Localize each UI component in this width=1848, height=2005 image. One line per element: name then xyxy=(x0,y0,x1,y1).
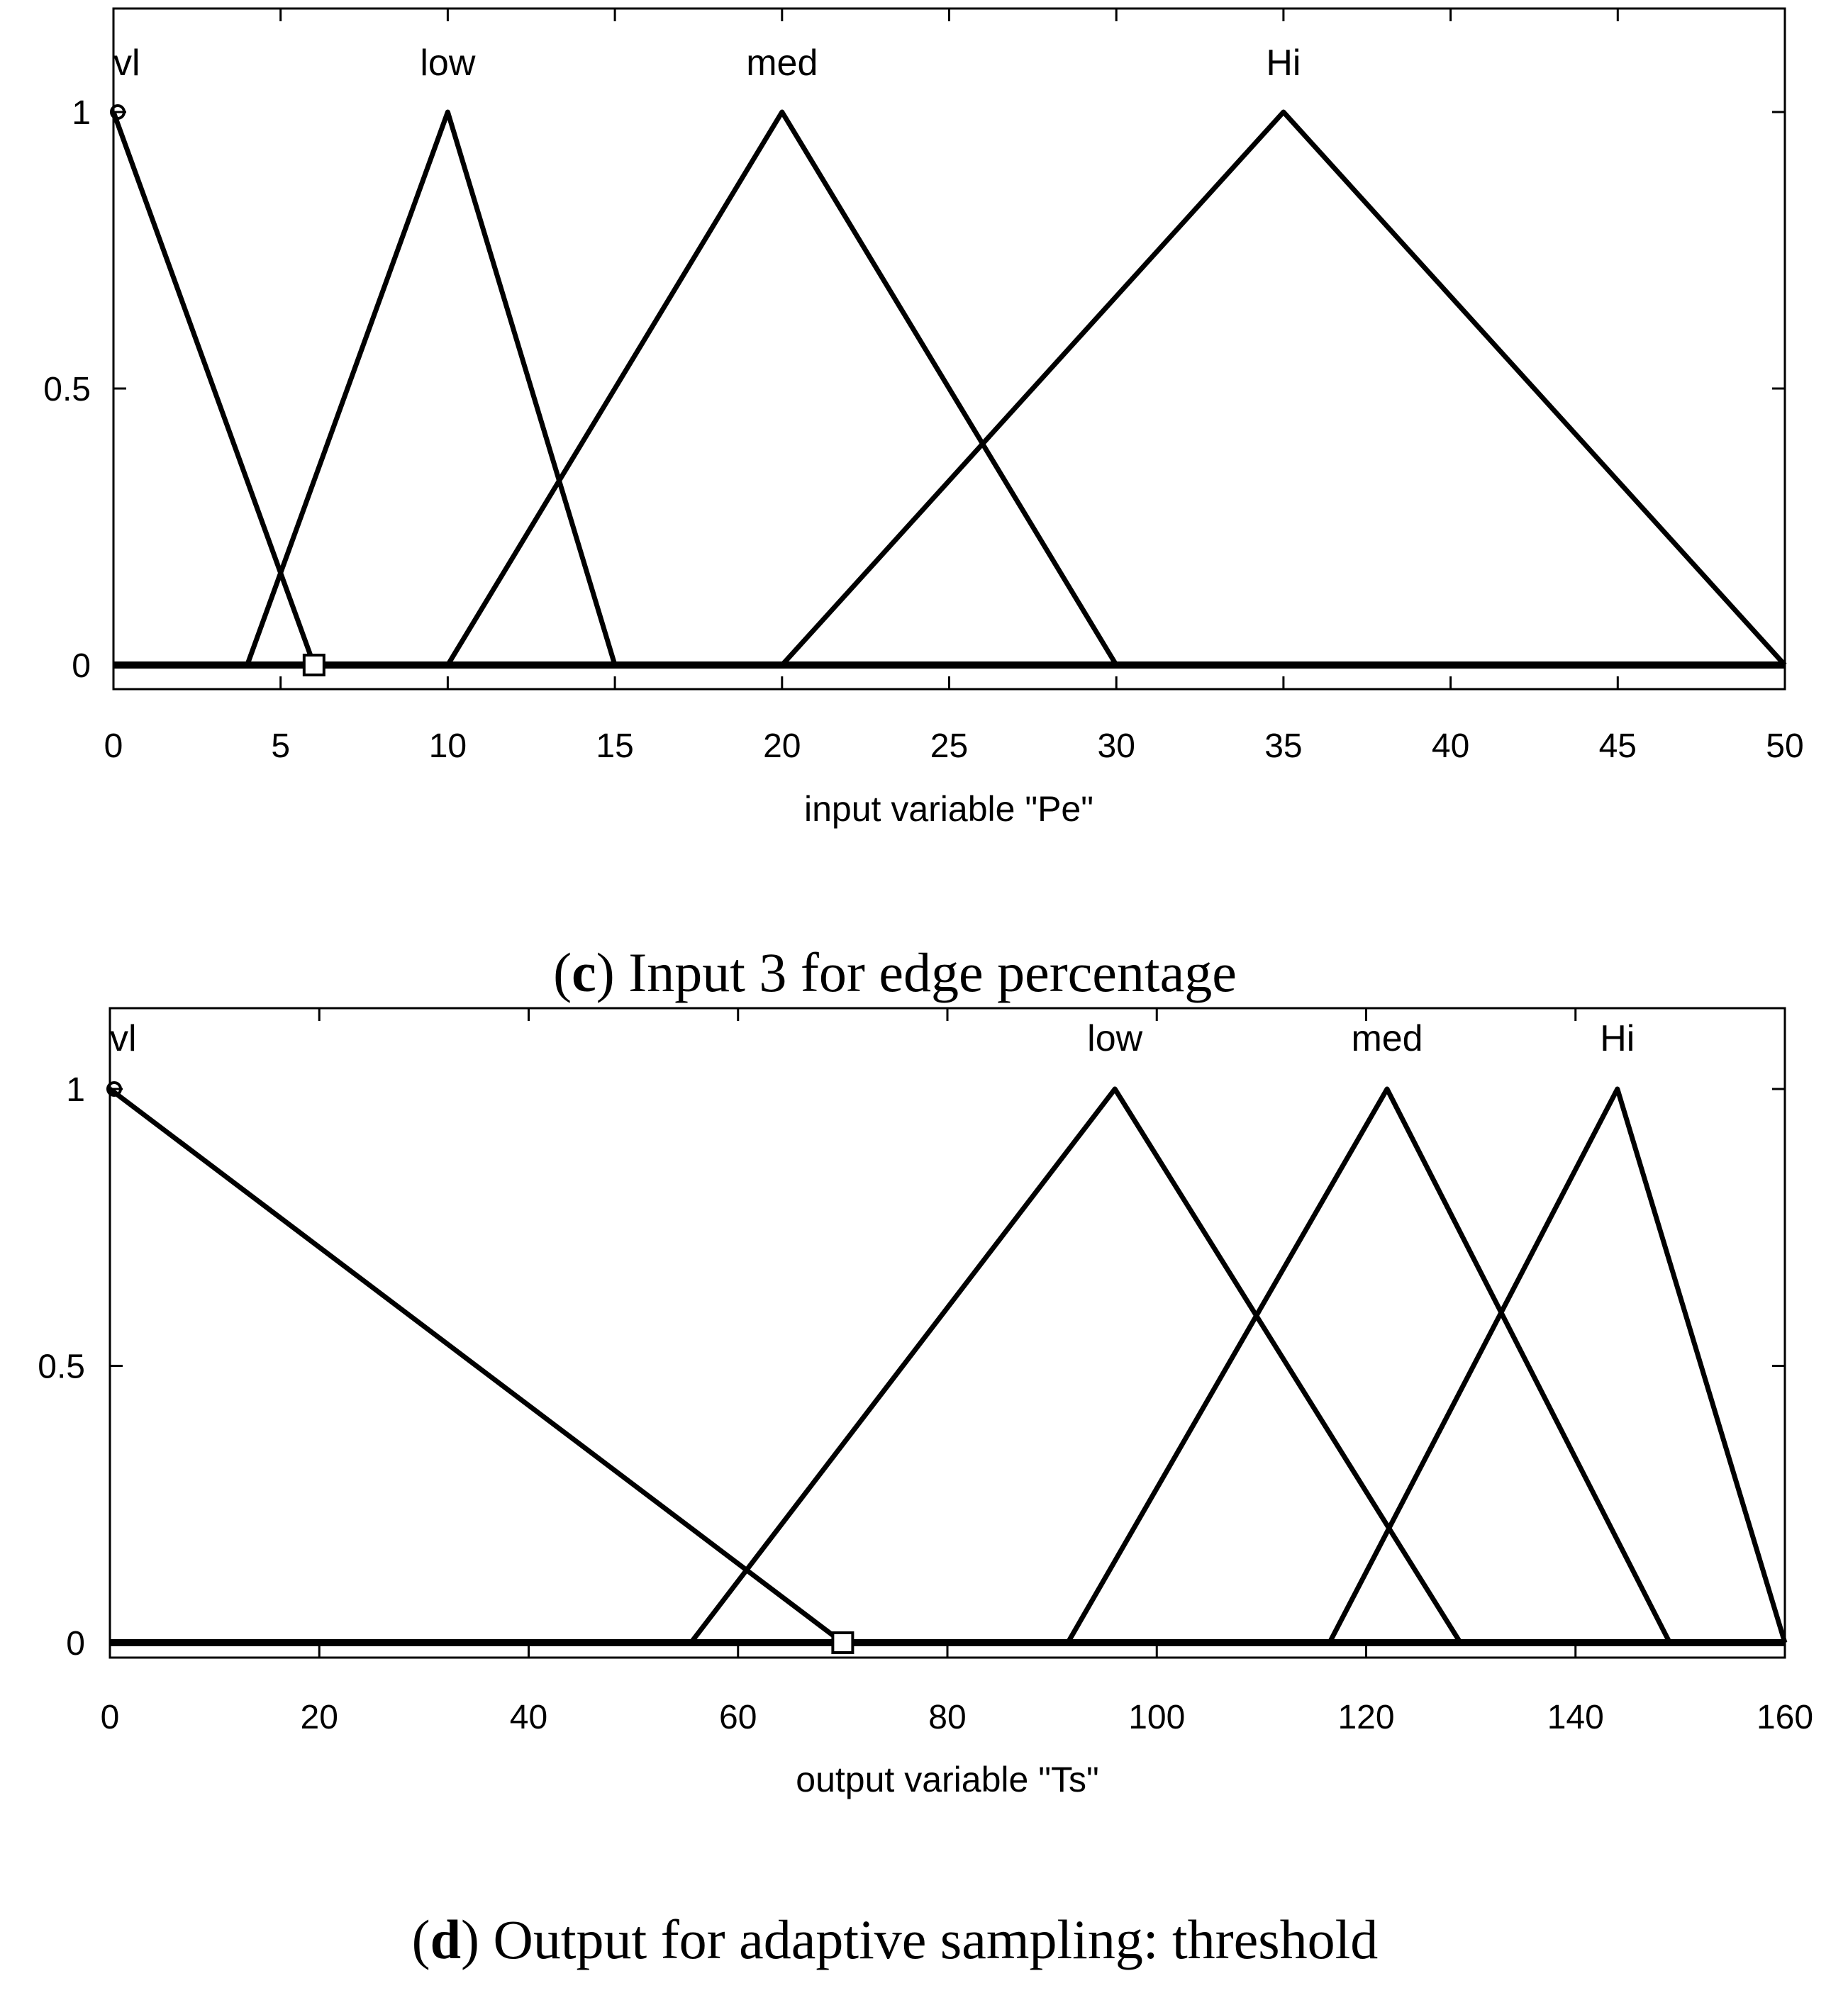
series-group xyxy=(106,1081,1788,1654)
y-tick-label: 0.5 xyxy=(43,371,91,408)
axis-ticks: 0 20 40 60 80 100 120 140 160 0 0.5 1 xyxy=(38,1008,1813,1736)
caption-d-text: Output for adaptive sampling: threshold xyxy=(479,1909,1378,1970)
x-tick-label: 15 xyxy=(596,727,633,765)
x-tick-label: 100 xyxy=(1128,1699,1185,1736)
x-tick-label: 40 xyxy=(1432,727,1469,765)
series-group xyxy=(110,104,1787,676)
mf-line-med xyxy=(1065,1086,1672,1644)
peak-marker xyxy=(106,1081,122,1097)
chart-d: 0 20 40 60 80 100 120 140 160 0 0.5 1 vl low med Hi ou… xyxy=(38,1007,1813,1970)
caption-d-open: ( xyxy=(412,1909,430,1970)
caption-c-letter: c xyxy=(572,942,596,1003)
x-tick-label: 25 xyxy=(930,727,968,765)
mf-label-low: low xyxy=(420,43,475,84)
caption-d-close: ) xyxy=(461,1909,479,1970)
peak-marker xyxy=(110,104,126,120)
x-tick-label: 35 xyxy=(1264,727,1302,765)
x-tick-label: 0 xyxy=(104,727,123,765)
mf-line-hi xyxy=(780,109,1787,667)
mf-labels: vl low med Hi xyxy=(113,43,1301,84)
caption-d: (d) Output for adaptive sampling: thresh… xyxy=(412,1909,1379,1970)
caption-c-close: ) xyxy=(596,942,615,1003)
x-tick-label: 45 xyxy=(1599,727,1637,765)
x-axis-title: output variable "Ts" xyxy=(796,1760,1098,1799)
caption-c-text: Input 3 for edge percentage xyxy=(615,942,1237,1003)
caption-c: (c) Input 3 for edge percentage xyxy=(553,942,1237,1003)
mf-label-hi: Hi xyxy=(1600,1018,1635,1059)
x-tick-label: 40 xyxy=(510,1699,547,1736)
caption-d-letter: d xyxy=(430,1909,461,1970)
x-tick-label: 50 xyxy=(1766,727,1803,765)
x-axis-title: input variable "Pe" xyxy=(804,789,1093,829)
y-tick-label: 1 xyxy=(66,1071,85,1109)
mf-line-low xyxy=(245,109,618,666)
x-tick-label: 80 xyxy=(928,1699,966,1736)
x-tick-label: 5 xyxy=(271,727,290,765)
y-tick-label: 0 xyxy=(66,1625,85,1663)
x-tick-label: 120 xyxy=(1337,1699,1394,1736)
x-tick-label: 60 xyxy=(719,1699,757,1736)
x-tick-label: 140 xyxy=(1547,1699,1604,1736)
x-tick-label: 20 xyxy=(763,727,801,765)
x-tick-label: 30 xyxy=(1098,727,1135,765)
caption-c-open: ( xyxy=(553,942,572,1003)
x-tick-label: 10 xyxy=(429,727,467,765)
mf-label-hi: Hi xyxy=(1266,43,1301,84)
input-marker-square xyxy=(831,1631,855,1654)
x-tick-label: 160 xyxy=(1757,1699,1813,1736)
mf-label-med: med xyxy=(1351,1018,1423,1059)
mf-line-vl xyxy=(111,111,317,666)
mf-labels: vl low med Hi xyxy=(110,1018,1635,1059)
y-tick-label: 0 xyxy=(72,647,91,685)
mf-label-low: low xyxy=(1087,1018,1142,1059)
x-tick-label: 20 xyxy=(301,1699,338,1736)
y-tick-label: 1 xyxy=(72,94,91,132)
x-tick-label: 0 xyxy=(101,1699,120,1736)
mf-line-vl xyxy=(108,1087,845,1645)
input-marker-square xyxy=(302,654,325,676)
axis-ticks: 0 5 10 15 20 25 30 35 40 45 50 0 0.5 1 xyxy=(43,9,1804,765)
y-tick-label: 0.5 xyxy=(38,1348,85,1386)
mf-label-vl: vl xyxy=(110,1018,137,1059)
mf-line-med xyxy=(445,109,1119,666)
plot-frame xyxy=(108,1007,1786,1659)
mf-line-hi xyxy=(1327,1086,1788,1644)
mf-label-med: med xyxy=(746,43,818,84)
chart-c: 0 5 10 15 20 25 30 35 40 45 50 0 0.5 1 vl low med Hi inp… xyxy=(43,7,1804,1003)
mf-label-vl: vl xyxy=(113,43,140,84)
mf-line-low xyxy=(689,1086,1463,1645)
